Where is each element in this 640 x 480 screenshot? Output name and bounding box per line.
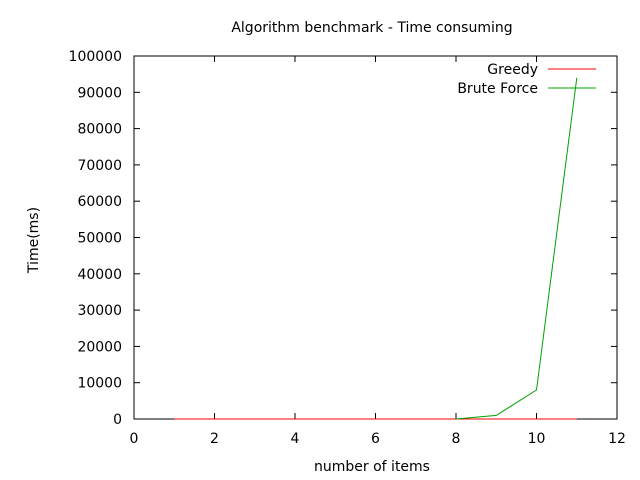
y-tick-label: 10000 (77, 376, 122, 392)
plot-frame (133, 55, 618, 420)
y-tick-label: 0 (113, 412, 122, 428)
y-tick-label: 100000 (69, 49, 122, 65)
legend: Greedy Brute Force (457, 62, 596, 97)
x-tick-label: 0 (130, 431, 139, 447)
x-tick-label: 12 (608, 431, 626, 447)
y-tick-label: 50000 (77, 231, 122, 247)
y-tick-label: 80000 (77, 122, 122, 138)
axis-ticks (133, 55, 618, 420)
y-axis-label: Time(ms) (26, 207, 42, 274)
legend-label: Greedy (487, 62, 538, 78)
y-tick-label: 90000 (77, 85, 122, 101)
y-tick-label: 20000 (77, 339, 122, 355)
y-tick-label: 70000 (77, 158, 122, 174)
y-tick-label: 60000 (77, 194, 122, 210)
y-tick-labels: 0 10000 20000 30000 40000 50000 60000 70000 8000… (69, 49, 122, 428)
x-tick-label: 6 (371, 431, 380, 447)
y-tick-label: 30000 (77, 303, 122, 319)
x-tick-label: 8 (452, 431, 461, 447)
series-lines (174, 77, 578, 420)
series-line-brute-force (455, 77, 578, 420)
x-axis-label: number of items (314, 459, 430, 475)
x-tick-label: 4 (291, 431, 300, 447)
x-tick-label: 10 (528, 431, 546, 447)
legend-label: Brute Force (457, 81, 538, 97)
y-tick-label: 40000 (77, 267, 122, 283)
x-tick-labels: 0 2 4 6 8 10 12 (130, 431, 626, 447)
chart-title: Algorithm benchmark - Time consuming (231, 20, 512, 36)
x-tick-label: 2 (210, 431, 219, 447)
